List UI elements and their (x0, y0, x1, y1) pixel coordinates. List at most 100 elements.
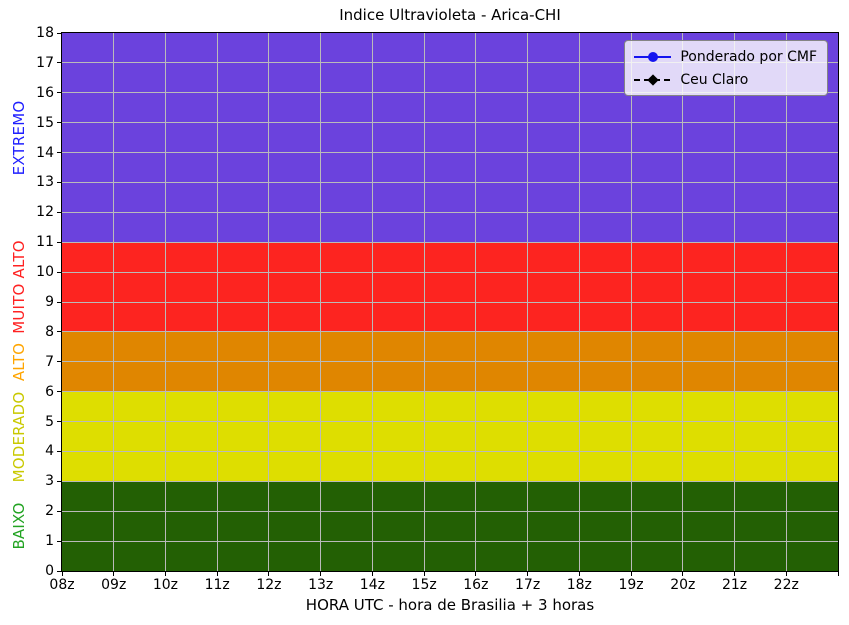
gridline (113, 33, 115, 571)
x-axis-label: HORA UTC - hora de Brasilia + 3 horas (305, 596, 595, 614)
y-tick (57, 301, 61, 303)
band-label-moderado: MODERADO (10, 391, 28, 482)
gridline (630, 33, 632, 571)
x-tick (423, 572, 425, 576)
y-tick (57, 570, 61, 572)
x-tick-label: 10z (152, 577, 179, 593)
x-tick (475, 572, 477, 576)
gridline (62, 122, 838, 124)
y-tick (57, 480, 61, 482)
y-tick (57, 540, 61, 542)
band-label-alto: ALTO (10, 342, 28, 381)
x-tick (837, 572, 839, 576)
diamond-marker-icon (647, 73, 659, 86)
gridline (62, 152, 838, 154)
legend-item-1: Ponderado por CMF (634, 47, 817, 66)
gridline (578, 33, 580, 571)
gridline (62, 361, 838, 363)
gridline (62, 301, 838, 303)
x-tick-label: 21z (721, 577, 748, 593)
gridline (62, 540, 838, 542)
y-tick-label: 4 (45, 443, 54, 460)
gridline (62, 92, 838, 94)
gridline (371, 33, 373, 571)
x-tick (61, 572, 63, 576)
x-tick-label: 12z (256, 577, 282, 593)
y-tick (57, 421, 61, 423)
y-tick-label: 11 (36, 234, 54, 251)
solid-line-sample (634, 50, 672, 64)
y-tick-label: 0 (45, 563, 54, 579)
band-label-muito-alto: MUITO ALTO (10, 240, 28, 334)
band-muito-alto (62, 242, 838, 332)
x-tick-label: 22z (773, 577, 799, 593)
y-tick (57, 391, 61, 393)
x-tick-label: 13z (308, 577, 334, 593)
legend: Ponderado por CMF Ceu Claro (624, 40, 828, 96)
y-tick-label: 17 (36, 54, 54, 71)
gridline (320, 33, 322, 571)
y-tick-label: 13 (36, 174, 54, 191)
gridline (62, 211, 838, 213)
x-tick-label: 18z (566, 577, 592, 593)
gridline (785, 33, 787, 571)
y-tick-label: 8 (45, 323, 54, 340)
y-tick-label: 5 (45, 413, 54, 430)
y-tick (57, 271, 61, 273)
x-tick-label: 16z (463, 577, 489, 593)
x-tick (216, 572, 218, 576)
y-tick (57, 450, 61, 452)
x-tick (371, 572, 373, 576)
y-tick-label: 10 (36, 264, 54, 281)
x-tick (268, 572, 270, 576)
gridline (62, 241, 838, 243)
y-tick-label: 3 (45, 473, 54, 490)
x-tick (630, 572, 632, 576)
gridline (62, 271, 838, 273)
gridline (164, 33, 166, 571)
x-tick-label: 17z (515, 577, 541, 593)
y-tick (57, 361, 61, 363)
x-tick (527, 572, 529, 576)
y-tick-label: 1 (45, 533, 54, 550)
band-baixo (62, 481, 838, 571)
y-tick-label: 14 (36, 144, 54, 161)
x-tick-label: 08z (49, 577, 75, 593)
y-tick (57, 122, 61, 124)
x-tick-label: 11z (204, 577, 230, 593)
band-label-baixo: BAIXO (10, 502, 28, 550)
gridline (62, 331, 838, 333)
y-tick-label: 9 (45, 294, 54, 310)
y-tick-label: 12 (36, 204, 54, 221)
gridline (62, 450, 838, 452)
x-tick (734, 572, 736, 576)
gridline (734, 33, 736, 571)
chart-title: Indice Ultravioleta - Arica-CHI (339, 6, 561, 24)
x-tick-label: 19z (618, 577, 644, 593)
plot-area: Ponderado por CMF Ceu Claro (61, 32, 839, 572)
band-label-extremo: EXTREMO (10, 100, 28, 175)
gridline (527, 33, 529, 571)
x-tick-label: 09z (101, 577, 127, 593)
gridline (682, 33, 684, 571)
dashed-line-sample (634, 73, 672, 87)
gridline (423, 33, 425, 571)
circle-marker-icon (647, 51, 658, 62)
gridline (62, 480, 838, 482)
gridline (62, 181, 838, 183)
x-tick-label: 14z (359, 577, 385, 593)
x-tick-label: 20z (670, 577, 696, 593)
x-tick (320, 572, 322, 576)
gridline (62, 510, 838, 512)
legend-label: Ceu Claro (680, 71, 749, 88)
gridline (62, 421, 838, 423)
y-tick (57, 181, 61, 183)
x-tick (682, 572, 684, 576)
x-tick-label: 15z (411, 577, 437, 593)
y-tick-label: 15 (36, 114, 54, 131)
y-tick (57, 331, 61, 333)
y-tick-label: 2 (45, 503, 54, 520)
y-tick (57, 241, 61, 243)
y-tick-label: 6 (45, 383, 54, 400)
